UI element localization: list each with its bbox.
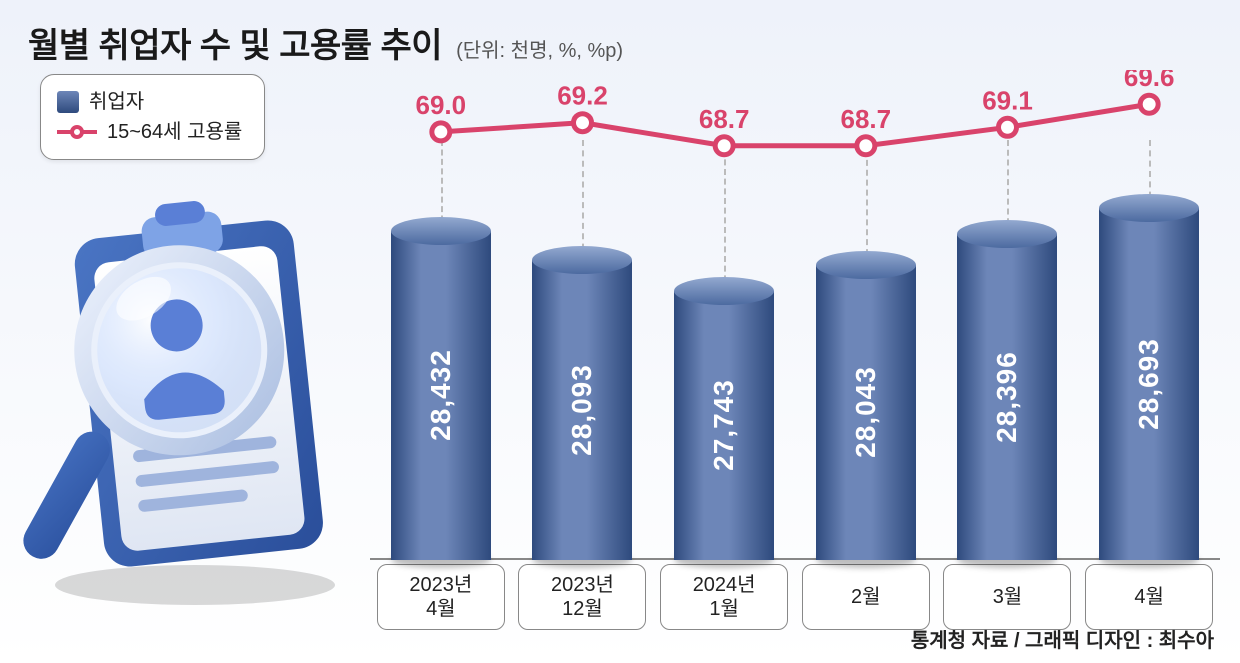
bar-slot: 27,743 bbox=[664, 140, 784, 560]
bar-value-label: 28,693 bbox=[1133, 338, 1165, 430]
title-row: 월별 취업자 수 및 고용률 추이 (단위: 천명, %, %p) bbox=[28, 18, 623, 67]
x-axis-label: 2023년 4월 bbox=[377, 564, 505, 630]
x-axis-label: 4월 bbox=[1085, 564, 1213, 630]
line-value-label: 69.2 bbox=[557, 81, 608, 111]
drop-line bbox=[866, 140, 868, 265]
bar-slot: 28,043 bbox=[806, 140, 926, 560]
line-value-label: 69.6 bbox=[1124, 70, 1175, 92]
line-value-label: 69.1 bbox=[982, 85, 1033, 115]
line-value-label: 68.7 bbox=[699, 104, 750, 134]
line-legend-icon bbox=[57, 125, 97, 139]
bar: 28,432 bbox=[391, 231, 491, 560]
x-axis-label: 2024년 1월 bbox=[660, 564, 788, 630]
legend-line-label: 15~64세 고용률 bbox=[107, 117, 242, 147]
line-value-label: 69.0 bbox=[416, 90, 467, 120]
x-axis-labels: 2023년 4월2023년 12월2024년 1월2월3월4월 bbox=[370, 564, 1220, 630]
drop-line bbox=[724, 140, 726, 291]
bar: 28,043 bbox=[816, 265, 916, 560]
bar-slot: 28,093 bbox=[522, 140, 642, 560]
bar-value-label: 28,093 bbox=[566, 364, 598, 456]
bar: 28,396 bbox=[957, 234, 1057, 560]
bar-slot: 28,396 bbox=[947, 140, 1067, 560]
chart-title: 월별 취업자 수 및 고용률 추이 bbox=[28, 18, 442, 67]
line-value-label: 68.7 bbox=[841, 104, 892, 134]
bar-value-label: 28,396 bbox=[991, 351, 1023, 443]
bar-legend-icon bbox=[57, 91, 79, 113]
x-axis-label: 2월 bbox=[802, 564, 930, 630]
x-axis-label: 2023년 12월 bbox=[518, 564, 646, 630]
bars-container: 28,432 28,093 27,743 28,043 28,396 28,693 bbox=[370, 140, 1220, 560]
legend: 취업자 15~64세 고용률 bbox=[40, 74, 265, 160]
legend-bar-label: 취업자 bbox=[89, 87, 144, 117]
line-marker bbox=[999, 118, 1017, 136]
bar: 28,093 bbox=[532, 260, 632, 560]
credit-text: 통계청 자료 / 그래픽 디자인 : 최수아 bbox=[911, 624, 1214, 653]
bar-slot: 28,693 bbox=[1089, 140, 1209, 560]
legend-item-line: 15~64세 고용률 bbox=[57, 117, 242, 147]
bar-value-label: 28,043 bbox=[850, 366, 882, 458]
bar-slot: 28,432 bbox=[381, 140, 501, 560]
line-marker bbox=[432, 123, 450, 141]
chart-unit: (단위: 천명, %, %p) bbox=[456, 34, 623, 67]
bar-value-label: 27,743 bbox=[708, 379, 740, 471]
chart-area: 28,432 28,093 27,743 28,043 28,396 28,693 69.… bbox=[370, 70, 1220, 630]
bar-value-label: 28,432 bbox=[425, 350, 457, 442]
line-marker bbox=[1140, 95, 1158, 113]
legend-item-bar: 취업자 bbox=[57, 87, 242, 117]
bar: 27,743 bbox=[674, 291, 774, 560]
x-axis-label: 3월 bbox=[943, 564, 1071, 630]
bar: 28,693 bbox=[1099, 208, 1199, 560]
drop-line bbox=[582, 140, 584, 260]
line-marker bbox=[574, 114, 592, 132]
